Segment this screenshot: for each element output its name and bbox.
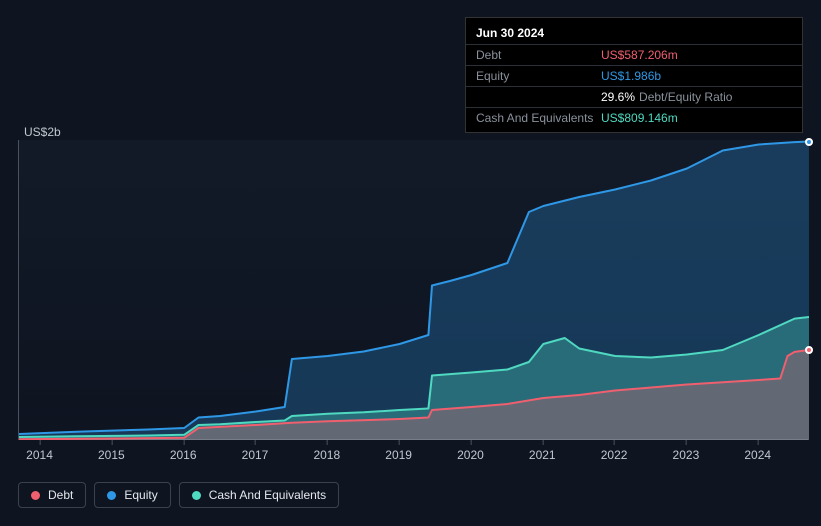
tooltip-date: Jun 30 2024	[466, 22, 802, 45]
legend-label: Cash And Equivalents	[209, 488, 326, 502]
tooltip-row: 29.6%Debt/Equity Ratio	[466, 87, 802, 108]
tooltip-row-value: 29.6%Debt/Equity Ratio	[601, 90, 732, 104]
legend-label: Debt	[48, 488, 73, 502]
legend-swatch	[31, 491, 40, 500]
tooltip-row-label: Equity	[476, 69, 601, 83]
tooltip-row-label	[476, 90, 601, 104]
debt-end-marker	[805, 346, 813, 354]
x-axis-tick: 2020	[457, 448, 484, 462]
x-axis-tick: 2018	[313, 448, 340, 462]
x-axis-tick: 2016	[170, 448, 197, 462]
legend-swatch	[107, 491, 116, 500]
tooltip-row: Cash And EquivalentsUS$809.146m	[466, 108, 802, 128]
tooltip-row-label: Cash And Equivalents	[476, 111, 601, 125]
x-axis: 2014 2015 2016 2017 2018 2019 2020 2021 2022 2023…	[18, 448, 808, 466]
x-axis-tick: 2022	[601, 448, 628, 462]
chart-plot[interactable]	[18, 140, 808, 440]
x-axis-tick: 2017	[242, 448, 269, 462]
chart-legend: Debt Equity Cash And Equivalents	[18, 482, 339, 508]
legend-item-debt[interactable]: Debt	[18, 482, 86, 508]
x-axis-tick: 2023	[673, 448, 700, 462]
tooltip-row-value: US$587.206m	[601, 48, 678, 62]
legend-item-cash-and-equivalents[interactable]: Cash And Equivalents	[179, 482, 339, 508]
tooltip-row-extra: Debt/Equity Ratio	[639, 90, 732, 104]
x-axis-tick: 2019	[385, 448, 412, 462]
x-axis-tick: 2024	[744, 448, 771, 462]
legend-swatch	[192, 491, 201, 500]
equity-end-marker	[805, 138, 813, 146]
tooltip-row-value: US$1.986b	[601, 69, 661, 83]
x-axis-tick: 2015	[98, 448, 125, 462]
tooltip-row: DebtUS$587.206m	[466, 45, 802, 66]
x-axis-tick: 2014	[26, 448, 53, 462]
x-axis-tick: 2021	[529, 448, 556, 462]
legend-label: Equity	[124, 488, 157, 502]
tooltip-row-value: US$809.146m	[601, 111, 678, 125]
chart-tooltip: Jun 30 2024 DebtUS$587.206mEquityUS$1.98…	[465, 17, 803, 133]
legend-item-equity[interactable]: Equity	[94, 482, 170, 508]
tooltip-row-label: Debt	[476, 48, 601, 62]
tooltip-row: EquityUS$1.986b	[466, 66, 802, 87]
y-axis-label: US$2b	[24, 125, 61, 139]
